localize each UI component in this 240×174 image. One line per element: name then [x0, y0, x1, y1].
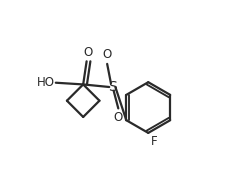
Text: F: F — [151, 135, 157, 148]
Text: O: O — [84, 46, 93, 59]
Text: S: S — [108, 80, 117, 94]
Text: HO: HO — [37, 76, 55, 89]
Text: O: O — [102, 48, 112, 61]
Text: O: O — [114, 111, 123, 124]
